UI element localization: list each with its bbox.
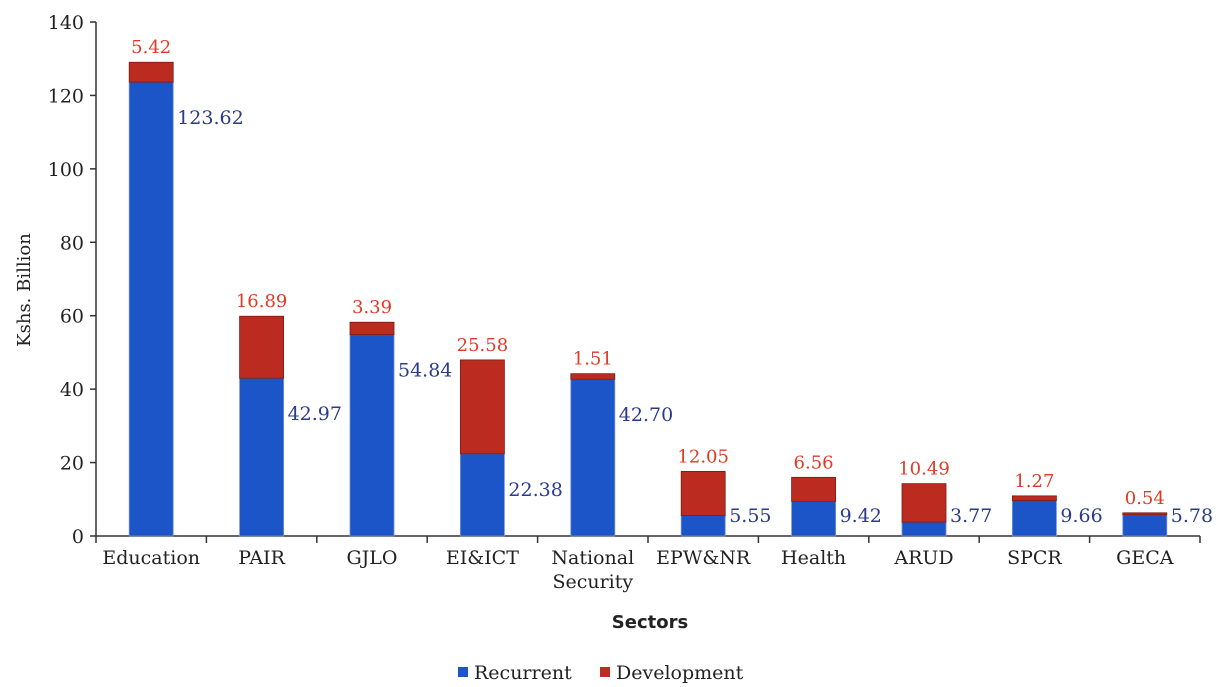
y-tick-label: 140 xyxy=(48,12,84,34)
legend-label: Recurrent xyxy=(474,662,572,684)
x-tick-label: SPCR xyxy=(1007,547,1062,569)
data-label-development: 25.58 xyxy=(457,335,509,356)
data-label-recurrent: 3.77 xyxy=(950,505,992,527)
x-tick-label: GJLO xyxy=(347,547,398,569)
bar-development xyxy=(128,61,174,83)
y-axis-title: Kshs. Billion xyxy=(14,233,35,347)
bar-development xyxy=(1012,495,1057,501)
bar-recurrent xyxy=(570,378,616,537)
data-label-development: 3.39 xyxy=(352,297,392,318)
bar-development xyxy=(239,315,285,379)
chart-axes: 0 20 40 60 80 100 120 140 xyxy=(48,12,1201,548)
y-tick-label: 0 xyxy=(72,526,84,548)
data-label-development: 5.42 xyxy=(131,37,171,58)
bar-recurrent xyxy=(1012,500,1057,537)
data-label-recurrent: 22.38 xyxy=(508,479,562,501)
x-axis-title: Sectors xyxy=(612,612,688,633)
chart-data-labels: 123.62 5.42 42.97 16.89 54.84 3.39 22.38 25.58 4… xyxy=(131,37,1213,527)
x-tick-label: GECA xyxy=(1116,547,1174,569)
x-tick-label: National Security xyxy=(551,547,634,593)
bar-development xyxy=(901,483,947,523)
bar-recurrent xyxy=(680,515,726,537)
data-label-development: 0.54 xyxy=(1125,488,1165,509)
x-tick-label: EPW&NR xyxy=(656,547,751,569)
y-tick-label: 80 xyxy=(60,232,84,254)
bar-development xyxy=(791,476,836,502)
data-label-development: 12.05 xyxy=(677,446,729,467)
bar-recurrent xyxy=(349,334,395,537)
data-label-development: 1.51 xyxy=(573,349,613,370)
legend-swatch xyxy=(458,667,468,677)
x-tick-label: ARUD xyxy=(893,547,953,569)
bar-development xyxy=(680,470,726,517)
bar-development xyxy=(570,373,616,380)
x-tick-label: Education xyxy=(102,547,200,569)
y-tick-label: 100 xyxy=(48,159,84,181)
y-tick-label: 60 xyxy=(60,306,84,328)
data-label-recurrent: 9.42 xyxy=(840,505,882,527)
bar-recurrent xyxy=(791,501,836,537)
data-label-recurrent: 5.55 xyxy=(729,505,771,527)
bar-development xyxy=(1122,512,1168,516)
legend-label: Development xyxy=(616,662,744,684)
bar-development xyxy=(349,321,395,336)
data-label-recurrent: 5.78 xyxy=(1171,505,1213,527)
data-label-development: 16.89 xyxy=(236,291,288,312)
bar-recurrent xyxy=(128,81,174,537)
data-label-development: 6.56 xyxy=(794,452,834,473)
data-label-recurrent: 123.62 xyxy=(177,107,243,129)
x-tick-label: EI&ICT xyxy=(446,547,519,569)
data-label-recurrent: 9.66 xyxy=(1060,505,1102,527)
bar-development xyxy=(459,359,505,455)
x-tick-label: PAIR xyxy=(238,547,285,569)
chart-bars xyxy=(128,61,1168,537)
data-label-development: 1.27 xyxy=(1014,471,1054,492)
bar-recurrent xyxy=(1122,514,1168,537)
x-tick-labels: Education PAIR GJLO EI&ICT National Security E… xyxy=(102,547,1173,593)
chart-legend: Recurrent Development xyxy=(458,662,744,684)
data-label-recurrent: 54.84 xyxy=(398,360,452,382)
x-tick-label: Health xyxy=(781,547,846,569)
y-tick-label: 20 xyxy=(60,453,84,475)
bar-recurrent xyxy=(459,453,505,537)
data-label-recurrent: 42.97 xyxy=(288,403,342,425)
data-label-recurrent: 42.70 xyxy=(619,404,673,426)
y-tick-label: 40 xyxy=(60,379,84,401)
legend-swatch xyxy=(600,667,610,677)
data-label-development: 10.49 xyxy=(898,459,950,480)
bar-recurrent xyxy=(901,521,947,537)
y-tick-label: 120 xyxy=(48,85,84,107)
bar-recurrent xyxy=(239,377,285,537)
